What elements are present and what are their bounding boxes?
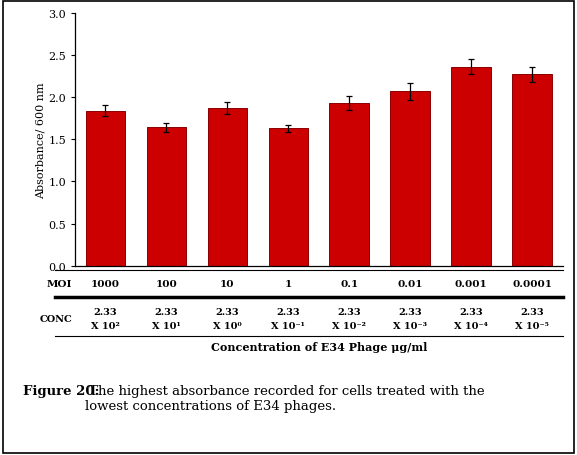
Text: 100: 100 (156, 279, 177, 288)
Text: X 10¹: X 10¹ (152, 322, 181, 331)
Bar (451, 67, 491, 266)
Text: 1: 1 (284, 279, 292, 288)
Bar (329, 104, 369, 266)
Text: X 10⁻³: X 10⁻³ (393, 322, 427, 331)
Text: 1000: 1000 (91, 279, 120, 288)
Text: The highest absorbance recorded for cells treated with the
lowest concentrations: The highest absorbance recorded for cell… (85, 384, 485, 412)
Text: 0.001: 0.001 (455, 279, 488, 288)
Text: 2.33: 2.33 (276, 307, 300, 316)
Text: X 10⁻⁴: X 10⁻⁴ (454, 322, 488, 331)
Bar (208, 109, 247, 266)
Text: CONC: CONC (39, 314, 72, 324)
Text: 2.33: 2.33 (155, 307, 178, 316)
Text: 2.33: 2.33 (93, 307, 117, 316)
Bar (85, 111, 125, 266)
Text: X 10⁻⁵: X 10⁻⁵ (515, 322, 549, 331)
Text: 2.33: 2.33 (398, 307, 422, 316)
Text: 0.01: 0.01 (398, 279, 423, 288)
Text: Figure 20:: Figure 20: (23, 384, 100, 398)
Text: 0.0001: 0.0001 (512, 279, 552, 288)
Text: 2.33: 2.33 (459, 307, 483, 316)
Text: 2.33: 2.33 (338, 307, 361, 316)
Bar (268, 129, 308, 266)
Text: Concentration of E34 Phage μg/ml: Concentration of E34 Phage μg/ml (211, 341, 427, 352)
Bar (147, 128, 186, 266)
Text: 2.33: 2.33 (216, 307, 239, 316)
Bar (512, 75, 552, 266)
Text: 10: 10 (220, 279, 235, 288)
Text: 2.33: 2.33 (520, 307, 544, 316)
Text: 0.1: 0.1 (340, 279, 358, 288)
Bar (391, 92, 430, 266)
Y-axis label: Absorbance/ 600 nm: Absorbance/ 600 nm (35, 82, 46, 198)
Text: MOI: MOI (47, 279, 72, 288)
Text: X 10⁻¹: X 10⁻¹ (271, 322, 305, 331)
Text: X 10²: X 10² (91, 322, 120, 331)
Text: X 10⁻²: X 10⁻² (332, 322, 366, 331)
Text: X 10⁰: X 10⁰ (213, 322, 242, 331)
